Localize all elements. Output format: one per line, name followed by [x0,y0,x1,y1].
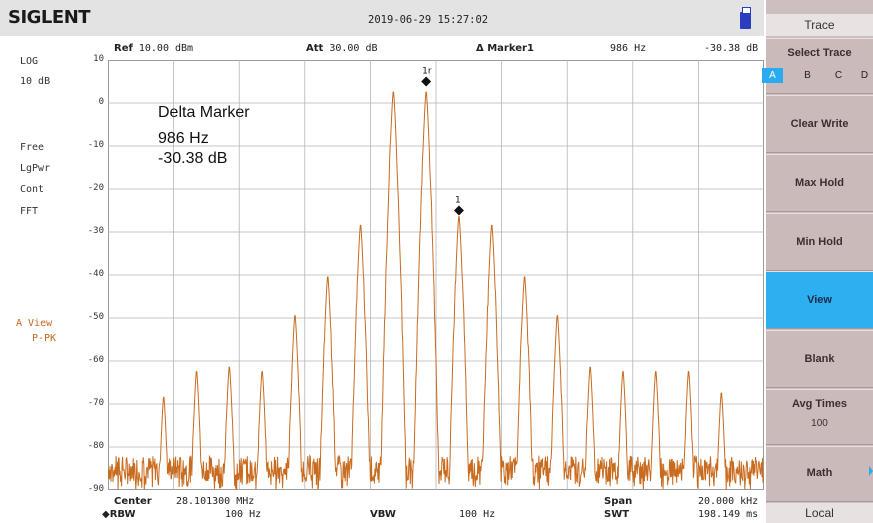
select-trace-button[interactable]: Select Trace [766,38,873,94]
clear-write-button[interactable]: Clear Write [766,95,873,153]
avg-times-value: 100 [811,418,828,429]
math-button[interactable]: Math [766,446,873,502]
top-status-bar [0,0,764,36]
vbw-value: 100 Hz [459,509,496,520]
marker-1 [453,205,464,216]
delta-freq: 986 Hz [158,130,209,147]
grid [108,60,764,490]
span-label: Span [604,496,633,507]
center-value: 28.101300 MHz [176,496,255,507]
datetime: 2019-06-29 15:27:02 [368,14,489,26]
swt-value: 198.149 ms [698,509,759,520]
marker-1r-label: 1r [422,67,432,77]
menu-title: Trace [766,14,873,36]
y-tick-label: -10 [87,140,104,150]
ref-level: Ref 10.00 dBm [114,43,193,54]
y-tick-label: 0 [98,97,104,107]
avg-times-button[interactable]: Avg Times 100 [766,389,873,445]
vbw-label: VBW [370,509,396,520]
y-tick-label: -90 [87,484,104,494]
trace-c-option[interactable]: C [834,70,843,81]
sweep-mode: Cont [20,184,45,195]
spectrum-display: 1r 1 [108,60,764,490]
more-arrow-icon [869,466,873,476]
local-button[interactable]: Local [766,503,873,523]
scale-div: 10 dB [20,76,51,87]
y-tick-label: -30 [87,226,104,236]
ref-value: 10.00 dBm [138,43,194,54]
att-value: 30.00 dB [329,43,378,54]
y-tick-label: -80 [87,441,104,451]
usb-icon [740,7,751,29]
sweep-type: FFT [20,206,39,217]
min-hold-button[interactable]: Min Hold [766,213,873,271]
y-tick-label: -70 [87,398,104,408]
swt-label: SWT [604,509,630,520]
y-tick-label: -50 [87,312,104,322]
marker-readout-label: Δ Marker1 [476,43,534,54]
avg-times-label: Avg Times [791,398,848,410]
trace-a-option[interactable]: A [762,68,783,83]
y-tick-label: 10 [93,54,104,64]
delta-amp: -30.38 dB [158,150,228,167]
select-trace-label: Select Trace [787,47,852,59]
trace-d-option[interactable]: D [860,70,869,81]
y-tick-label: -20 [87,183,104,193]
trace-b-option[interactable]: B [804,70,811,81]
delta-title: Delta Marker [158,104,250,121]
rbw-value: 100 Hz [225,509,262,520]
view-button[interactable]: View [766,271,873,329]
blank-button[interactable]: Blank [766,330,873,388]
trace-state: A View [16,318,53,329]
y-tick-label: -40 [87,269,104,279]
attenuation: Att 30.00 dB [306,43,378,54]
scale-type: LOG [20,56,39,67]
marker-readout-amp: -30.38 dB [704,43,759,54]
trace-a [108,91,764,490]
max-hold-button[interactable]: Max Hold [766,154,873,212]
ref-label: Ref [114,43,133,54]
span-value: 20.000 kHz [698,496,759,507]
marker-1r [421,76,432,87]
marker-readout-freq: 986 Hz [610,43,647,54]
detector: LgPwr [20,163,51,174]
att-label: Att [306,43,324,54]
trace-detector: P-PK [32,333,57,344]
rbw-label: ◆RBW [102,509,136,520]
center-label: Center [114,496,152,507]
trigger-mode: Free [20,142,45,153]
brand-logo: SIGLENT [8,7,91,28]
marker-1-label: 1 [455,196,461,206]
y-tick-label: -60 [87,355,104,365]
